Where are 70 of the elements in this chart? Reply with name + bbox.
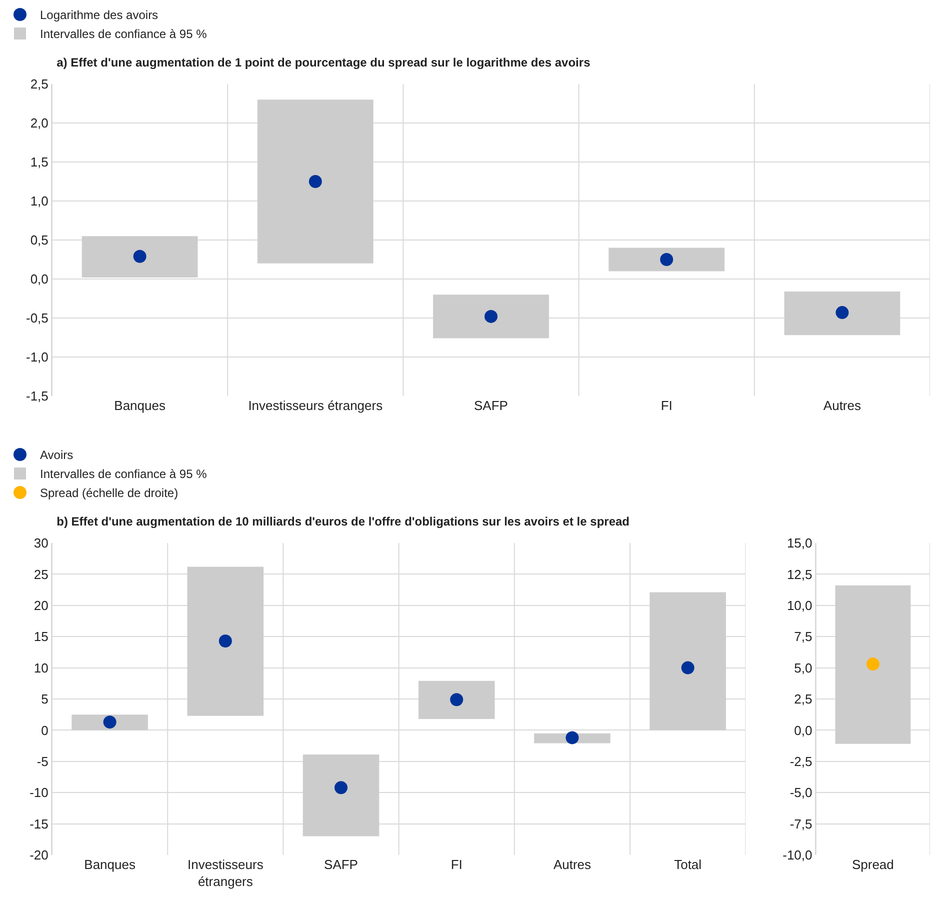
x-tick-label: Autres <box>823 398 862 413</box>
point <box>334 781 348 794</box>
point <box>836 306 849 320</box>
bar <box>187 566 264 716</box>
y-tick-label: -5 <box>36 754 48 769</box>
y-tick-label: 25 <box>34 566 48 582</box>
y2-tick-label: -7,5 <box>790 816 812 832</box>
bar <box>302 754 380 836</box>
point <box>450 693 464 706</box>
y-tick-label: -20 <box>30 848 48 863</box>
y2-tick-label: 5,0 <box>794 660 812 676</box>
legend-label: Spread (échelle de droite) <box>40 486 178 500</box>
point <box>681 661 694 674</box>
x-tick-label: Spread <box>852 857 894 872</box>
y-tick-label: 0 <box>41 722 48 738</box>
y-tick-label: 2,5 <box>30 76 48 92</box>
y-tick-label: -15 <box>30 816 48 832</box>
chart-title: b) Effet d'une augmentation de 10 milliards d'euros de l'offre d'obligations sur les avoirs et le spread <box>56 514 630 528</box>
x-tick-label: FI <box>450 857 462 872</box>
x-tick-label: Investisseurs étrangers <box>248 398 384 413</box>
x-tick-label: Banques <box>84 857 136 872</box>
legend-label: Intervalles de confiance à 95 % <box>40 27 208 42</box>
point <box>133 250 146 263</box>
y-tick-label: 15 <box>34 629 48 644</box>
y-tick-label: 0,5 <box>30 232 48 248</box>
x-tick-label: Investisseurs étrangers <box>187 857 264 889</box>
point <box>660 253 674 266</box>
y2-tick-label: 10,0 <box>786 598 812 613</box>
y-tick-label: 5 <box>41 692 48 707</box>
x-tick-label: FI <box>660 398 672 413</box>
bar <box>650 592 726 730</box>
bar <box>82 236 198 278</box>
point <box>308 175 322 188</box>
x-tick-label: Autres <box>553 857 592 872</box>
y2-tick-label: -10,0 <box>782 848 812 863</box>
y-tick-label: 20 <box>34 598 48 613</box>
legend-label: Avoirs <box>40 448 74 462</box>
bar <box>433 294 549 338</box>
x-tick-label: SAFP <box>474 398 508 413</box>
bar <box>257 100 374 264</box>
y2-tick-label: -5,0 <box>790 785 812 800</box>
bar <box>418 680 495 719</box>
y-tick-label: 0,0 <box>30 272 48 287</box>
bar <box>784 291 900 336</box>
y-tick-label: 2,0 <box>30 116 48 131</box>
point <box>484 310 498 323</box>
y-tick-label: 1,0 <box>30 194 48 209</box>
y-tick-label: 10 <box>34 660 48 676</box>
y2-tick-label: 15,0 <box>786 536 812 551</box>
point <box>103 716 116 729</box>
y-tick-label: -1,5 <box>26 388 48 404</box>
y2-tick-label: 2,5 <box>794 692 812 707</box>
y-tick-label: -10 <box>30 785 48 800</box>
y-tick-label: 1,5 <box>30 154 48 170</box>
point <box>566 731 579 744</box>
y2-tick-label: -2,5 <box>790 754 812 769</box>
point <box>218 634 232 648</box>
y2-tick-label: 12,5 <box>786 566 812 582</box>
x-tick-label: Banques <box>114 398 166 413</box>
y2-tick-label: 7,5 <box>794 629 812 644</box>
y-tick-label: 30 <box>34 536 48 551</box>
chart-title: a) Effet d'une augmentation de 1 point de pourcentage du spread sur le logarithme des avoirs <box>56 55 591 70</box>
y-tick-label: -0,5 <box>26 310 48 326</box>
bar <box>608 248 725 272</box>
x-tick-label: Total <box>674 857 702 872</box>
y-tick-label: -1,0 <box>26 350 48 365</box>
legend-label: Intervalles de confiance à 95 % <box>40 467 208 482</box>
x-tick-label: SAFP <box>324 857 358 872</box>
legend-label: Logarithme des avoirs <box>40 8 158 22</box>
y2-tick-label: 0,0 <box>794 722 812 738</box>
